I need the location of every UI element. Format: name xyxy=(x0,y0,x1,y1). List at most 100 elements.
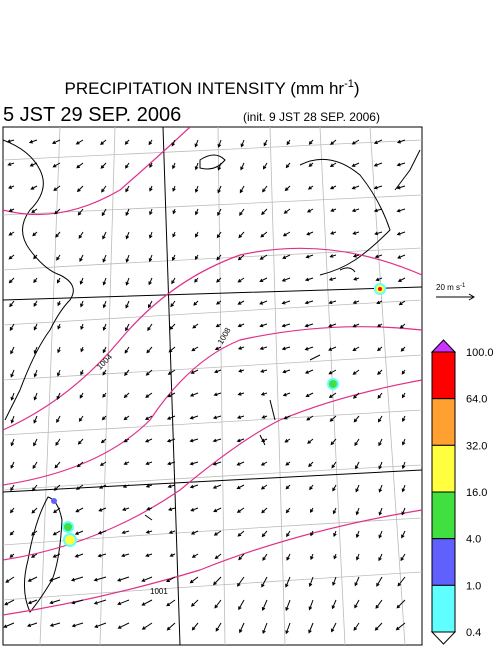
wind-arrow xyxy=(213,576,222,586)
wind-arrow xyxy=(401,507,406,516)
wind-arrow xyxy=(71,622,84,628)
wind-arrow xyxy=(8,185,15,189)
wind-arrow xyxy=(378,507,383,516)
wind-arrow xyxy=(76,162,84,169)
isobar-label: 1001 xyxy=(150,587,168,596)
wind-arrow xyxy=(169,323,176,330)
wind-arrow xyxy=(286,530,291,538)
wind-arrow xyxy=(121,553,130,558)
wind-arrow xyxy=(215,323,222,328)
wind-arrow xyxy=(117,599,130,606)
map-frame xyxy=(2,126,423,646)
wind-arrow xyxy=(74,530,84,535)
wind-arrow xyxy=(75,484,84,490)
wind-arrow xyxy=(93,576,107,582)
colorbar-segment xyxy=(431,351,456,400)
reference-vector xyxy=(436,293,475,301)
wind-arrow xyxy=(259,323,268,328)
wind-arrow xyxy=(239,185,245,194)
wind-arrow xyxy=(214,346,222,351)
wind-arrow xyxy=(168,530,176,534)
wind-arrow xyxy=(378,484,383,493)
wind-arrow xyxy=(33,346,38,355)
wind-arrow xyxy=(212,438,222,443)
wind-arrow xyxy=(215,622,222,632)
wind-arrow xyxy=(401,438,406,446)
wind-arrow xyxy=(141,576,153,582)
wind-arrow xyxy=(373,208,383,213)
colorbar-label: 64.0 xyxy=(466,394,487,406)
wind-arrow xyxy=(397,254,406,259)
wind-arrow xyxy=(97,553,107,558)
wind-arrow xyxy=(260,484,268,490)
wind-arrow xyxy=(239,622,245,634)
wind-arrow xyxy=(124,346,130,354)
wind-arrow xyxy=(190,369,199,374)
wind-arrow xyxy=(49,599,61,605)
wind-arrow xyxy=(328,277,337,281)
wind-arrow xyxy=(194,185,199,193)
wind-arrow xyxy=(308,599,314,611)
wind-arrow xyxy=(332,484,337,492)
wind-arrow xyxy=(166,622,176,631)
wind-arrow xyxy=(213,392,222,397)
wind-arrow xyxy=(123,438,130,443)
wind-arrow xyxy=(98,484,107,489)
wind-arrow xyxy=(262,162,268,170)
wind-arrow xyxy=(148,254,153,263)
wind-arrow xyxy=(237,323,245,328)
wind-arrow xyxy=(285,507,291,514)
colorbar-label: 32.0 xyxy=(466,440,487,452)
wind-arrow xyxy=(33,300,38,307)
wind-arrow xyxy=(123,415,130,421)
colorbar-segment xyxy=(431,444,456,493)
wind-arrow xyxy=(401,484,406,493)
wind-arrow xyxy=(9,300,15,308)
wind-arrow xyxy=(216,231,222,239)
wind-arrow xyxy=(307,185,314,190)
wind-arrow xyxy=(352,346,360,351)
wind-arrow xyxy=(259,300,268,305)
wind-arrow xyxy=(57,300,61,307)
wind-arrow xyxy=(355,461,360,470)
wind-arrow xyxy=(167,392,176,398)
wind-arrow xyxy=(102,277,107,286)
wind-arrow xyxy=(260,392,268,396)
wind-arrow xyxy=(400,346,406,352)
wind-arrow xyxy=(125,323,130,332)
wind-arrow xyxy=(117,622,130,629)
wind-arrow xyxy=(124,369,130,376)
wind-arrow xyxy=(53,484,61,491)
colorbar-label: 16.0 xyxy=(466,487,487,499)
wind-arrow xyxy=(329,254,337,258)
wind-arrow xyxy=(374,254,383,259)
wind-arrow xyxy=(194,277,199,283)
wind-arrow xyxy=(331,461,337,469)
wind-arrow xyxy=(328,369,337,375)
wind-arrow xyxy=(8,208,15,212)
wind-arrow xyxy=(237,530,245,537)
wind-arrow xyxy=(355,553,360,561)
wind-arrow xyxy=(238,599,245,611)
wind-arrow xyxy=(148,231,153,239)
wind-arrow xyxy=(189,392,199,397)
wind-arrow xyxy=(378,461,383,470)
wind-arrow xyxy=(102,392,107,398)
wind-arrow xyxy=(352,254,360,258)
wind-arrow xyxy=(377,415,383,423)
wind-arrow xyxy=(216,277,222,283)
wind-arrow xyxy=(237,277,245,283)
wind-arrow xyxy=(262,622,268,635)
wind-arrow xyxy=(125,254,130,263)
wind-arrow xyxy=(3,622,15,628)
wind-arrow xyxy=(141,622,153,630)
wind-arrow xyxy=(27,576,38,582)
wind-arrow xyxy=(304,346,314,351)
wind-arrow xyxy=(309,484,314,491)
wind-arrow xyxy=(7,162,15,166)
wind-arrow xyxy=(285,484,291,490)
wind-arrow xyxy=(102,254,107,263)
wind-arrow xyxy=(102,231,107,240)
wind-arrow xyxy=(190,530,199,535)
wind-arrow xyxy=(332,576,337,586)
